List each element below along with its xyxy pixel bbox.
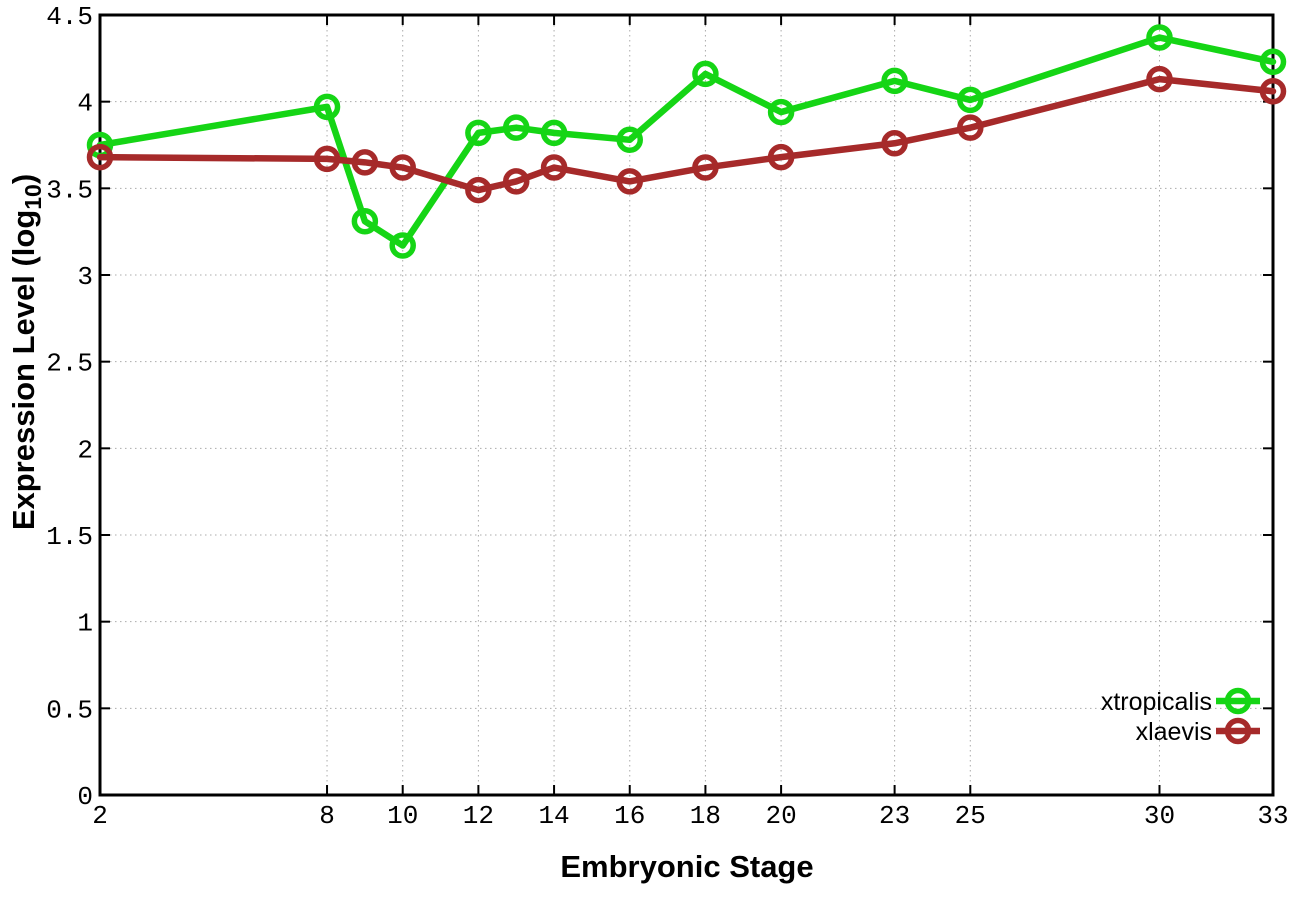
y-tick-label: 1.5 [46, 522, 93, 552]
data-point-xtropicalis [389, 232, 416, 259]
data-point-xtropicalis [881, 67, 908, 95]
data-point-xlaevis [1146, 65, 1173, 93]
data-point-xlaevis [616, 168, 643, 195]
data-point-xlaevis [351, 149, 379, 176]
x-tick-label: 12 [463, 801, 494, 831]
data-point-xtropicalis [351, 208, 379, 235]
legend-marker-xtropicalis [1224, 687, 1252, 715]
x-axis-title: Embryonic Stage [560, 849, 813, 884]
y-axis-title-end: ) [6, 174, 41, 184]
x-tick-label: 8 [319, 801, 335, 831]
y-tick-label: 4 [77, 89, 93, 119]
data-point-xlaevis [313, 145, 341, 173]
legend: xtropicalis xlaevis [1101, 687, 1260, 746]
data-series [86, 24, 1287, 259]
y-axis-title-main: Expression Level (log [6, 210, 41, 530]
series-line-xtropicalis [96, 34, 1277, 249]
gridlines [99, 14, 1274, 796]
data-point-xtropicalis [465, 119, 492, 147]
data-point-xlaevis [767, 143, 795, 171]
x-tick-label: 16 [614, 801, 645, 831]
y-tick-label: 2 [77, 435, 93, 465]
y-tick-label: 3.5 [46, 175, 93, 205]
data-point-xlaevis [957, 114, 984, 141]
y-axis-title: Expression Level (log10) [6, 174, 46, 530]
x-tick-label: 23 [879, 801, 910, 831]
y-axis-title-subscript: 10 [20, 184, 46, 210]
legend-marker-xlaevis [1224, 717, 1252, 745]
y-tick-label: 1 [77, 609, 93, 639]
data-point-xtropicalis [540, 119, 568, 147]
data-point-xtropicalis [1146, 24, 1173, 51]
data-point-xtropicalis [957, 86, 984, 114]
data-point-xtropicalis [692, 60, 719, 88]
x-tick-label: 33 [1257, 801, 1288, 831]
x-tick-label: 30 [1144, 801, 1175, 831]
data-point-xlaevis [502, 168, 530, 195]
y-tick-label: 3 [77, 262, 93, 292]
data-point-xlaevis [465, 176, 492, 204]
data-point-xlaevis [540, 154, 568, 181]
series-line-xlaevis [96, 75, 1277, 194]
y-tick-label: 2.5 [46, 349, 93, 379]
x-tick-label: 18 [690, 801, 721, 831]
legend-label-xtropicalis: xtropicalis [1101, 688, 1212, 716]
data-point-xtropicalis [616, 126, 643, 154]
data-point-xtropicalis [313, 93, 341, 121]
data-point-xlaevis [692, 154, 719, 181]
data-point-xtropicalis [767, 98, 795, 126]
data-point-xlaevis [881, 130, 908, 157]
x-tick-label: 10 [387, 801, 418, 831]
y-tick-label: 0.5 [46, 695, 93, 725]
y-tick-label: 4.5 [46, 2, 93, 32]
data-point-xlaevis [1259, 78, 1287, 105]
plot-border [98, 13, 1275, 797]
data-point-xtropicalis [502, 114, 530, 141]
data-point-xtropicalis [1259, 48, 1287, 76]
y-tick-label: 0 [77, 782, 93, 812]
legend-label-xlaevis: xlaevis [1136, 718, 1212, 746]
x-tick-label: 20 [765, 801, 796, 831]
axis-tick-labels: 2 8 10 12 14 16 18 20 23 25 30 33 0 0.5 1 1.5 2 2.5 3 3.5 4 4… [46, 2, 1288, 831]
x-tick-label: 14 [538, 801, 569, 831]
data-point-xlaevis [389, 154, 416, 181]
axis-tick-marks [99, 14, 1274, 796]
x-tick-label: 25 [955, 801, 986, 831]
x-tick-label: 2 [92, 801, 108, 831]
data-point-xlaevis [86, 143, 114, 171]
